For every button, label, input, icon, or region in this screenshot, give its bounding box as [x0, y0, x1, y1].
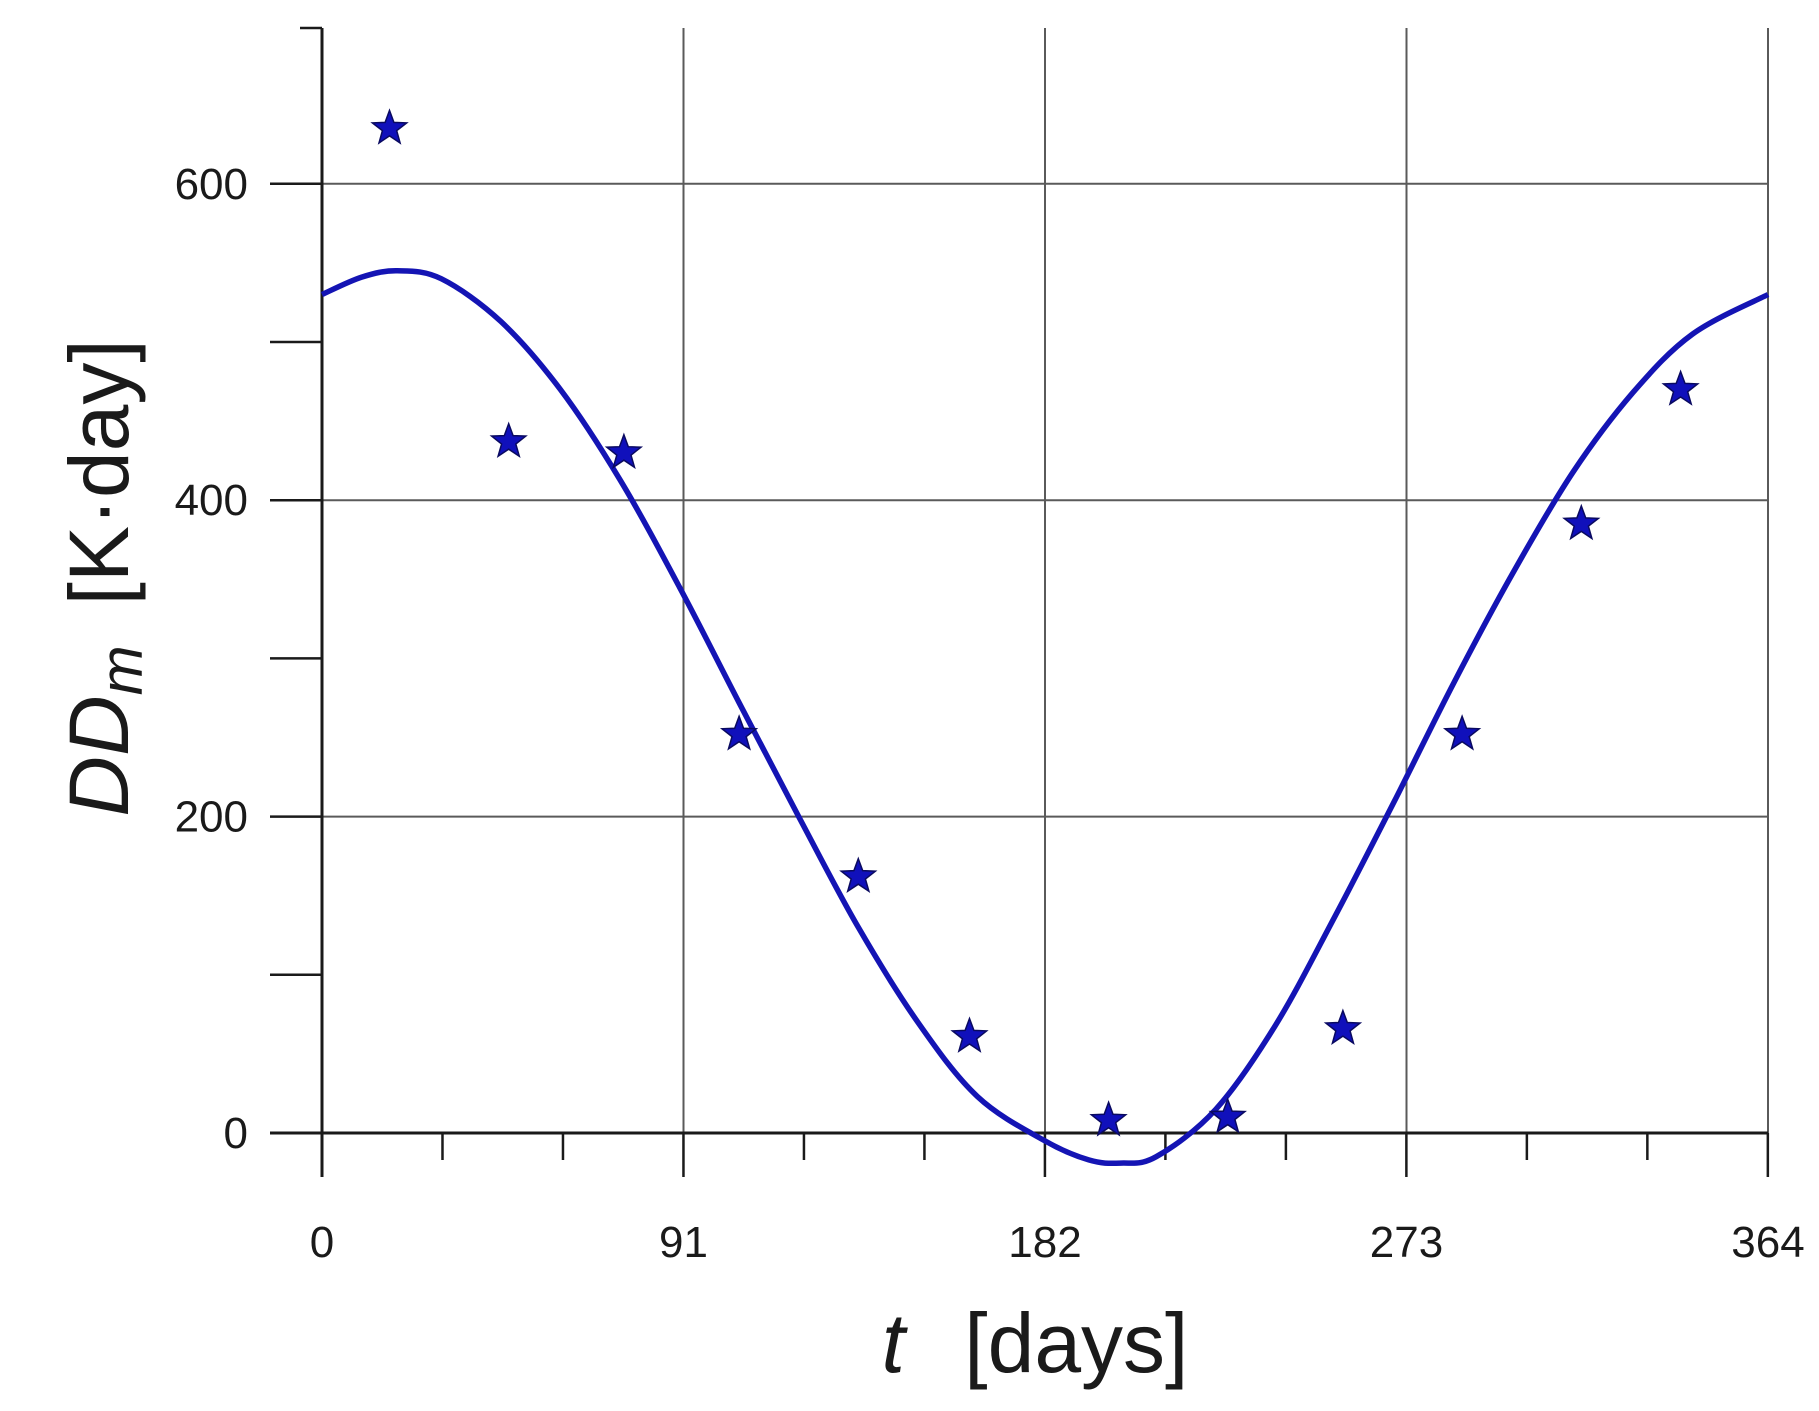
y-axis-variable: DD	[52, 695, 146, 816]
x-tick-label: 273	[1370, 1218, 1443, 1267]
x-axis-variable: t	[882, 1296, 909, 1390]
y-axis-subscript: m	[88, 645, 155, 695]
y-tick-label: 0	[224, 1109, 248, 1158]
data-point-star	[1562, 503, 1601, 541]
y-tick-label: 600	[175, 160, 248, 209]
data-point-star	[719, 714, 759, 751]
x-axis-unit: [days]	[964, 1296, 1188, 1390]
grid	[322, 28, 1769, 1177]
x-tick-label: 182	[1008, 1218, 1081, 1267]
fit-curve	[320, 268, 1770, 1167]
data-point-star	[1442, 714, 1482, 751]
axes	[270, 28, 1768, 1177]
ticks	[270, 26, 1770, 1177]
data-point-star	[1323, 1008, 1363, 1045]
fit-curve-layer	[320, 268, 1770, 1167]
tick-labels: 0 91 182 273 364 0 200 400 600	[175, 160, 1805, 1267]
x-tick-label: 364	[1731, 1218, 1804, 1267]
data-point-star	[1089, 1100, 1128, 1137]
x-tick-label: 91	[659, 1218, 708, 1267]
x-axis-title: t [days]	[882, 1296, 1189, 1390]
data-point-star	[950, 1016, 989, 1053]
data-point-star	[1208, 1097, 1247, 1134]
y-axis-unit: [K·day]	[52, 339, 146, 605]
data-point-star	[370, 108, 409, 145]
data-point-star	[604, 432, 644, 470]
y-axis-title: DDm [K·day]	[52, 339, 155, 816]
data-points-layer	[370, 108, 1700, 1137]
x-tick-label: 0	[310, 1218, 334, 1267]
data-point-star	[839, 856, 878, 894]
data-point-star	[489, 421, 528, 458]
data-point-star	[1661, 369, 1700, 406]
y-tick-label: 400	[175, 476, 248, 525]
y-tick-label: 200	[175, 793, 248, 842]
